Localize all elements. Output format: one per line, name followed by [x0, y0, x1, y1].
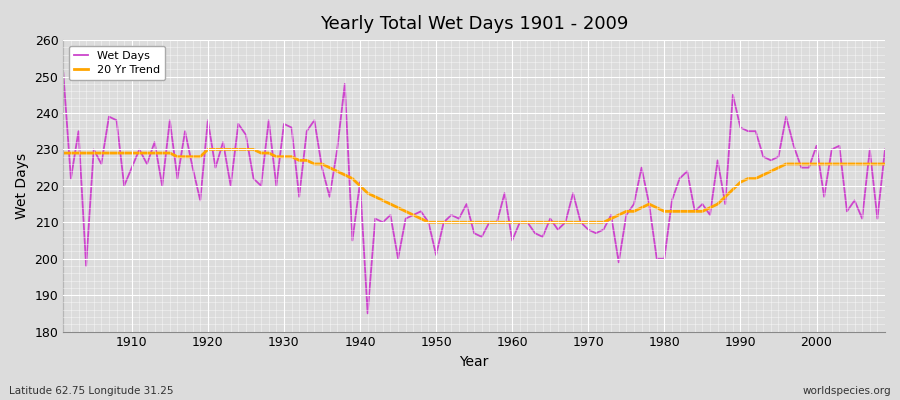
- Line: 20 Yr Trend: 20 Yr Trend: [63, 150, 885, 222]
- Y-axis label: Wet Days: Wet Days: [15, 153, 29, 219]
- X-axis label: Year: Year: [460, 355, 489, 369]
- 20 Yr Trend: [58, 151, 68, 156]
- 20 Yr Trend: [293, 158, 304, 163]
- Legend: Wet Days, 20 Yr Trend: Wet Days, 20 Yr Trend: [68, 46, 166, 80]
- 20 Yr Trend: [522, 220, 533, 225]
- 20 Yr Trend: [339, 172, 350, 177]
- 20 Yr Trend: [202, 147, 213, 152]
- Wet Days: [58, 70, 68, 75]
- Wet Days: [286, 125, 297, 130]
- 20 Yr Trend: [119, 151, 130, 156]
- Text: Latitude 62.75 Longitude 31.25: Latitude 62.75 Longitude 31.25: [9, 386, 174, 396]
- 20 Yr Trend: [423, 220, 434, 225]
- Wet Days: [362, 311, 373, 316]
- 20 Yr Trend: [879, 162, 890, 166]
- Wet Days: [332, 147, 343, 152]
- 20 Yr Trend: [613, 212, 624, 217]
- Text: worldspecies.org: worldspecies.org: [803, 386, 891, 396]
- Title: Yearly Total Wet Days 1901 - 2009: Yearly Total Wet Days 1901 - 2009: [320, 15, 628, 33]
- Wet Days: [879, 147, 890, 152]
- Wet Days: [515, 220, 526, 225]
- 20 Yr Trend: [515, 220, 526, 225]
- Wet Days: [119, 184, 130, 188]
- Line: Wet Days: Wet Days: [63, 73, 885, 313]
- Wet Days: [606, 212, 616, 217]
- Wet Days: [507, 238, 517, 243]
